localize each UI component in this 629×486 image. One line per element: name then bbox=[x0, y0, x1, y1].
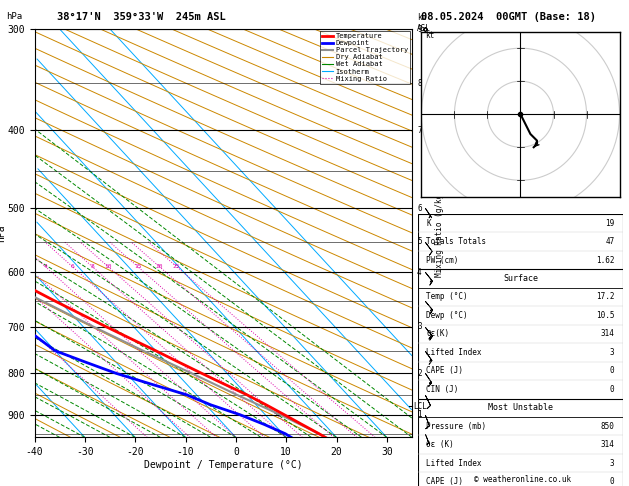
Text: kt: kt bbox=[425, 31, 434, 40]
Text: 15: 15 bbox=[134, 264, 142, 269]
Text: 19: 19 bbox=[605, 219, 615, 227]
Text: 6: 6 bbox=[417, 204, 421, 213]
Text: 1.62: 1.62 bbox=[596, 256, 615, 264]
Text: 1: 1 bbox=[417, 410, 421, 419]
Text: LCL: LCL bbox=[413, 401, 427, 411]
Text: Surface: Surface bbox=[503, 274, 538, 283]
Text: © weatheronline.co.uk: © weatheronline.co.uk bbox=[474, 475, 571, 484]
Text: PW (cm): PW (cm) bbox=[426, 256, 459, 264]
Text: 0: 0 bbox=[610, 385, 615, 394]
Text: 4: 4 bbox=[417, 268, 421, 277]
Text: 3: 3 bbox=[610, 348, 615, 357]
Text: Most Unstable: Most Unstable bbox=[488, 403, 553, 412]
Text: 10.5: 10.5 bbox=[596, 311, 615, 320]
Text: CAPE (J): CAPE (J) bbox=[426, 366, 464, 375]
Text: 8: 8 bbox=[417, 79, 421, 88]
Text: hPa: hPa bbox=[6, 12, 23, 21]
Text: 10: 10 bbox=[104, 264, 112, 269]
Text: 6: 6 bbox=[70, 264, 74, 269]
Text: 0: 0 bbox=[610, 366, 615, 375]
Text: 314: 314 bbox=[601, 330, 615, 338]
Text: 47: 47 bbox=[605, 237, 615, 246]
Text: 08.05.2024  00GMT (Base: 18): 08.05.2024 00GMT (Base: 18) bbox=[421, 12, 596, 22]
Text: Dewp (°C): Dewp (°C) bbox=[426, 311, 468, 320]
Text: 5: 5 bbox=[417, 237, 421, 246]
Text: 2: 2 bbox=[417, 369, 421, 378]
Text: θε (K): θε (K) bbox=[426, 440, 454, 449]
Text: Temp (°C): Temp (°C) bbox=[426, 293, 468, 301]
Text: 314: 314 bbox=[601, 440, 615, 449]
Text: θε(K): θε(K) bbox=[426, 330, 450, 338]
Text: 3: 3 bbox=[417, 322, 421, 331]
X-axis label: Dewpoint / Temperature (°C): Dewpoint / Temperature (°C) bbox=[144, 460, 303, 470]
Text: 8: 8 bbox=[91, 264, 94, 269]
Text: 7: 7 bbox=[417, 125, 421, 135]
Text: 3: 3 bbox=[610, 459, 615, 468]
Y-axis label: hPa: hPa bbox=[0, 225, 6, 242]
Text: 38°17'N  359°33'W  245m ASL: 38°17'N 359°33'W 245m ASL bbox=[57, 12, 225, 22]
Text: 4: 4 bbox=[43, 264, 47, 269]
Text: Totals Totals: Totals Totals bbox=[426, 237, 487, 246]
Text: Lifted Index: Lifted Index bbox=[426, 459, 482, 468]
Text: 9: 9 bbox=[417, 25, 421, 34]
Text: 850: 850 bbox=[601, 422, 615, 431]
Text: CIN (J): CIN (J) bbox=[426, 385, 459, 394]
Text: 17.2: 17.2 bbox=[596, 293, 615, 301]
Text: 0: 0 bbox=[610, 477, 615, 486]
Text: 25: 25 bbox=[173, 264, 181, 269]
Text: 20: 20 bbox=[155, 264, 163, 269]
Text: Pressure (mb): Pressure (mb) bbox=[426, 422, 487, 431]
Text: Lifted Index: Lifted Index bbox=[426, 348, 482, 357]
Text: CAPE (J): CAPE (J) bbox=[426, 477, 464, 486]
Legend: Temperature, Dewpoint, Parcel Trajectory, Dry Adiabat, Wet Adiabat, Isotherm, Mi: Temperature, Dewpoint, Parcel Trajectory… bbox=[320, 31, 410, 84]
Text: K: K bbox=[426, 219, 431, 227]
Text: km
ASL: km ASL bbox=[417, 13, 431, 33]
Text: Mixing Ratio (g/kg): Mixing Ratio (g/kg) bbox=[435, 190, 444, 277]
